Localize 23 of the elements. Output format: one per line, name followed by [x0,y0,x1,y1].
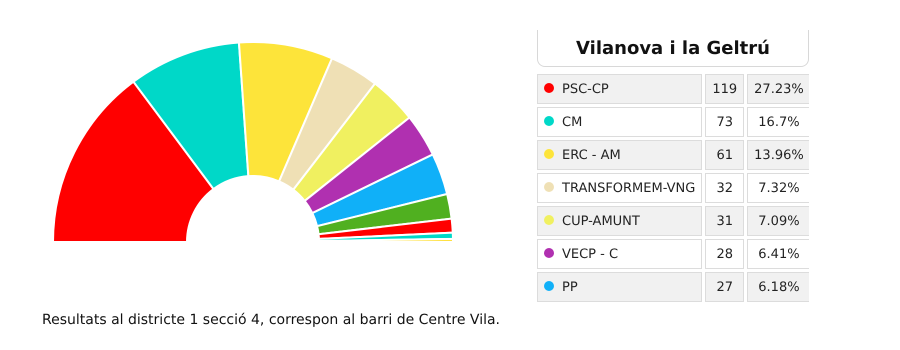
chart-title: Vilanova i la Geltrú [537,30,809,67]
data-label: 28 [705,239,744,269]
text: 6.18% [758,280,800,294]
data-label: 27 [705,272,744,302]
text: 13.96% [754,148,804,162]
text: 7.32% [758,180,800,196]
data-label: 31 [705,206,744,236]
text: Resultats al districte 1 secció 4, correspon al barri de Centre Vila. [42,312,500,328]
data-label: 119 [705,74,744,104]
legend-label: TRANSFORMEM-VNG [537,173,702,203]
data-label: 73 [705,107,744,137]
data-label: 61 [705,140,744,170]
legend-label: PP [537,272,702,302]
text: 16.7% [758,114,800,130]
legend-label: VECP - C [537,239,702,269]
text: 6.41% [758,246,800,262]
legend-label: CM [537,107,702,137]
text: 27.23% [754,82,804,96]
legend-label: PSC-CP [537,74,702,104]
data-label: 32 [705,173,744,203]
text: 7.09% [758,214,800,228]
legend-label: CUP-AMUNT [537,206,702,236]
legend-label: ERC - AM [537,140,702,170]
